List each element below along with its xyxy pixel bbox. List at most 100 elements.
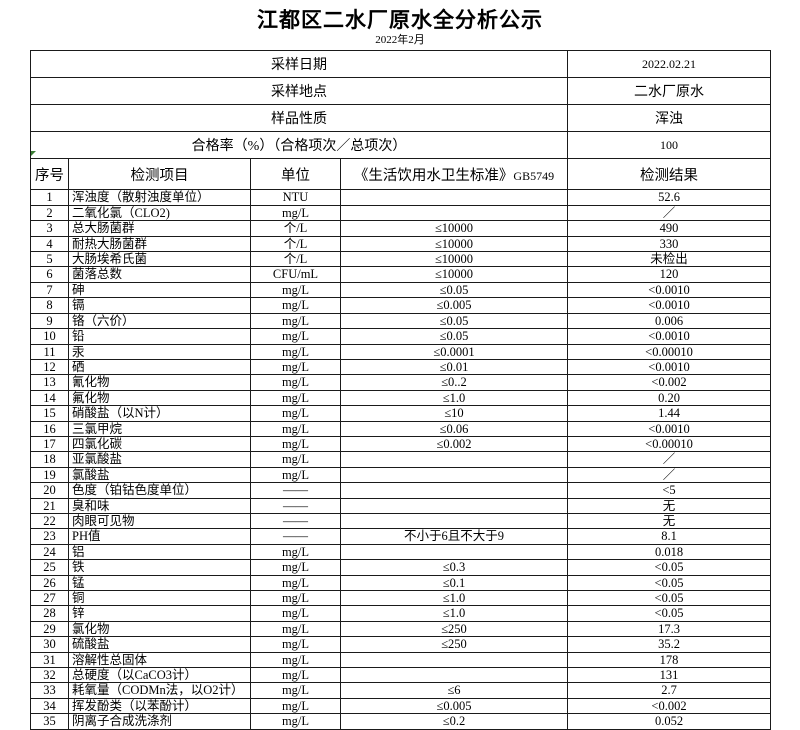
info-row-sampling-location: 采样地点 二水厂原水	[30, 77, 771, 106]
row-standard: ≤0.05	[340, 312, 568, 330]
row-no: 32	[30, 667, 69, 684]
row-unit: mg/L	[250, 466, 341, 484]
row-result: 0.018	[567, 543, 771, 561]
info-value-sample-nature: 浑浊	[567, 104, 771, 133]
row-item: 菌落总数	[68, 266, 251, 283]
info-value-sampling-date: 2022.02.21	[567, 50, 771, 79]
row-result: <0.05	[567, 574, 771, 592]
row-no: 15	[30, 405, 69, 422]
table-row: 29 氯化物 mg/L ≤250 17.3	[30, 620, 771, 638]
row-item: 阴离子合成洗涤剂	[68, 713, 251, 730]
row-unit: mg/L	[250, 343, 341, 360]
row-item: 汞	[68, 343, 251, 360]
row-unit: mg/L	[250, 574, 341, 592]
table-row: 12 硒 mg/L ≤0.01 <0.0010	[30, 358, 771, 376]
row-item: PH值	[68, 528, 251, 545]
table-row: 34 挥发酚类（以苯酚计） mg/L ≤0.005 <0.002	[30, 697, 771, 715]
row-unit: mg/L	[250, 667, 341, 684]
table-header-row: 序号 检测项目 单位 《生活饮用水卫生标准》GB5749 检测结果	[30, 158, 771, 191]
row-result: ／	[567, 204, 771, 222]
row-item: 氟化物	[68, 389, 251, 407]
row-unit: mg/L	[250, 605, 341, 622]
row-standard: ≤6	[340, 682, 568, 699]
row-standard: ≤250	[340, 620, 568, 638]
row-unit: 个/L	[250, 220, 341, 237]
row-standard: ≤0.05	[340, 281, 568, 299]
row-standard: ≤250	[340, 636, 568, 653]
info-label-sampling-date: 采样日期	[30, 50, 568, 79]
row-result: 35.2	[567, 636, 771, 653]
row-standard	[340, 482, 568, 499]
row-standard	[340, 189, 568, 206]
row-unit: mg/L	[250, 697, 341, 715]
row-item: 铝	[68, 543, 251, 561]
row-item: 总硬度（以CaCO3计）	[68, 667, 251, 684]
row-no: 31	[30, 651, 69, 669]
row-unit: mg/L	[250, 297, 341, 314]
row-standard: ≤0.1	[340, 574, 568, 592]
row-no: 22	[30, 512, 69, 530]
row-result: <5	[567, 482, 771, 499]
row-standard	[340, 204, 568, 222]
row-unit: mg/L	[250, 358, 341, 376]
row-no: 14	[30, 389, 69, 407]
row-no: 11	[30, 343, 69, 360]
row-standard	[340, 466, 568, 484]
row-item: 铅	[68, 328, 251, 345]
table-row: 18 亚氯酸盐 mg/L ／	[30, 451, 771, 468]
table-row: 31 溶解性总固体 mg/L 178	[30, 651, 771, 669]
row-no: 17	[30, 435, 69, 453]
row-item: 色度（铂钴色度单位）	[68, 482, 251, 499]
table-row: 21 臭和味 —— 无	[30, 497, 771, 514]
row-result: <0.05	[567, 589, 771, 607]
column-header-no: 序号	[30, 158, 69, 191]
row-item: 溶解性总固体	[68, 651, 251, 669]
row-item: 铜	[68, 589, 251, 607]
page-subtitle: 2022年2月	[375, 34, 425, 47]
table-row: 5 大肠埃希氏菌 个/L ≤10000 未检出	[30, 251, 771, 268]
table-row: 2 二氧化氯（CLO2) mg/L ／	[30, 204, 771, 222]
table-row: 16 三氯甲烷 mg/L ≤0.06 <0.0010	[30, 420, 771, 437]
row-standard: ≤10000	[340, 235, 568, 253]
row-result: 0.006	[567, 312, 771, 330]
row-result: 52.6	[567, 189, 771, 206]
column-header-result: 检测结果	[567, 158, 771, 191]
info-label-pass-rate: 合格率（%）（合格项次／总项次）	[30, 131, 568, 160]
row-no: 8	[30, 297, 69, 314]
row-result: 131	[567, 667, 771, 684]
row-item: 亚氯酸盐	[68, 451, 251, 468]
row-unit: NTU	[250, 189, 341, 206]
table-row: 35 阴离子合成洗涤剂 mg/L ≤0.2 0.052	[30, 713, 771, 730]
row-unit: mg/L	[250, 543, 341, 561]
table-row: 14 氟化物 mg/L ≤1.0 0.20	[30, 389, 771, 407]
row-unit: mg/L	[250, 312, 341, 330]
row-no: 21	[30, 497, 69, 514]
row-unit: mg/L	[250, 389, 341, 407]
row-no: 33	[30, 682, 69, 699]
row-standard: ≤0.06	[340, 420, 568, 437]
row-unit: mg/L	[250, 420, 341, 437]
row-no: 9	[30, 312, 69, 330]
row-result: 178	[567, 651, 771, 669]
table-row: 15 硝酸盐（以N计） mg/L ≤10 1.44	[30, 405, 771, 422]
table-row: 24 铝 mg/L 0.018	[30, 543, 771, 561]
row-result: <0.0010	[567, 420, 771, 437]
row-result: <0.002	[567, 697, 771, 715]
row-result: 8.1	[567, 528, 771, 545]
row-item: 氯酸盐	[68, 466, 251, 484]
table-row: 8 镉 mg/L ≤0.005 <0.0010	[30, 297, 771, 314]
info-label-sample-nature: 样品性质	[30, 104, 568, 133]
row-result: 1.44	[567, 405, 771, 422]
row-item: 大肠埃希氏菌	[68, 251, 251, 268]
info-row-pass-rate: 合格率（%）（合格项次／总项次） 100	[30, 131, 771, 160]
row-unit: 个/L	[250, 235, 341, 253]
row-item: 镉	[68, 297, 251, 314]
row-unit: mg/L	[250, 651, 341, 669]
row-item: 肉眼可见物	[68, 512, 251, 530]
row-unit: ——	[250, 497, 341, 514]
row-unit: mg/L	[250, 713, 341, 730]
table-row: 1 浑浊度（散射浊度单位） NTU 52.6	[30, 189, 771, 206]
row-standard: ≤0.2	[340, 713, 568, 730]
row-no: 23	[30, 528, 69, 545]
